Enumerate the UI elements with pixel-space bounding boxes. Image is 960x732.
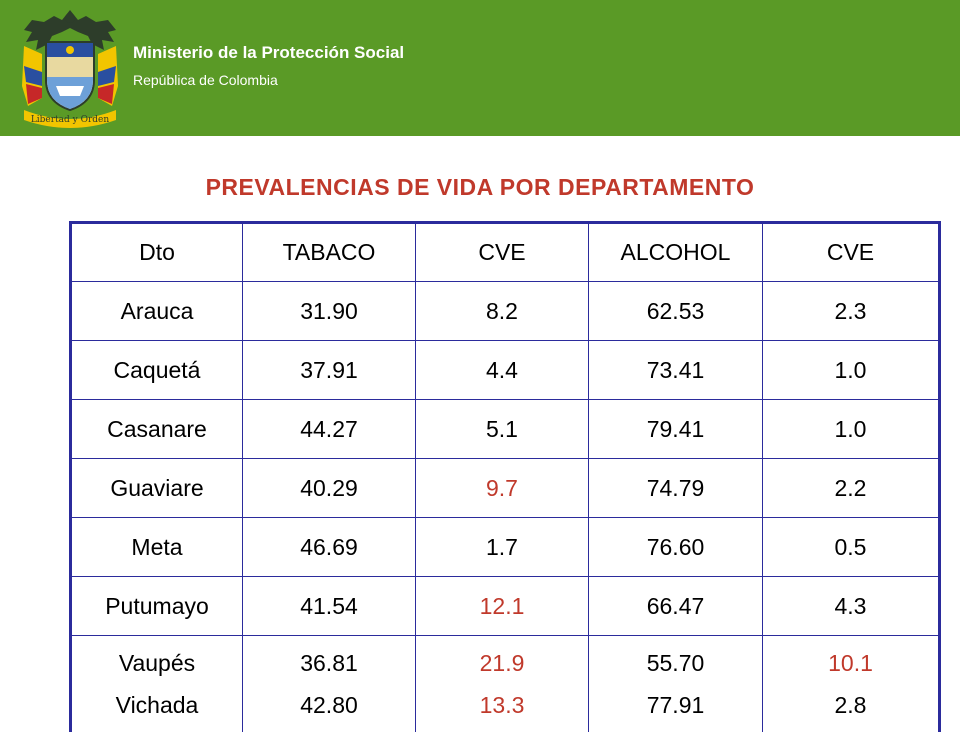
ministry-name: Ministerio de la Protección Social xyxy=(133,43,404,63)
table-cell: 40.29 xyxy=(243,459,416,518)
table-cell: 4.3 xyxy=(763,577,940,636)
prevalence-table: Dto TABACO CVE ALCOHOL CVE Arauca 31.90 … xyxy=(69,221,941,732)
table-cell: 2.2 xyxy=(763,459,940,518)
table-cell: 1.0 xyxy=(763,341,940,400)
table-cell: 74.79 xyxy=(589,459,763,518)
column-header: CVE xyxy=(763,223,940,282)
table-cell: 2.3 xyxy=(763,282,940,341)
column-header: ALCOHOL xyxy=(589,223,763,282)
table-cell: Casanare xyxy=(71,400,243,459)
table-cell: 73.41 xyxy=(589,341,763,400)
table-cell: 46.69 xyxy=(243,518,416,577)
cell-line: Vaupés xyxy=(72,642,242,684)
table-cell: 0.5 xyxy=(763,518,940,577)
table-cell: 41.54 xyxy=(243,577,416,636)
table-cell: Caquetá xyxy=(71,341,243,400)
table-cell: Vaupés Vichada xyxy=(71,636,243,732)
table-row: Arauca 31.90 8.2 62.53 2.3 xyxy=(71,282,940,341)
header-bar: Libertad y Orden Ministerio de la Protec… xyxy=(0,0,960,136)
table-row: Vaupés Vichada 36.81 42.80 21.9 13.3 55.… xyxy=(71,636,940,732)
table-cell: 55.70 77.91 xyxy=(589,636,763,732)
table-cell: 5.1 xyxy=(416,400,589,459)
table-cell: Guaviare xyxy=(71,459,243,518)
table-cell: 1.7 xyxy=(416,518,589,577)
table-cell-highlight: 12.1 xyxy=(416,577,589,636)
cell-line-highlight: 10.1 xyxy=(763,642,938,684)
table-row: Meta 46.69 1.7 76.60 0.5 xyxy=(71,518,940,577)
cell-line: 36.81 xyxy=(243,642,415,684)
colombia-coat-of-arms-icon: Libertad y Orden xyxy=(14,6,126,130)
table-row: Casanare 44.27 5.1 79.41 1.0 xyxy=(71,400,940,459)
table-cell: 37.91 xyxy=(243,341,416,400)
table-cell: 44.27 xyxy=(243,400,416,459)
page-title: PREVALENCIAS DE VIDA POR DEPARTAMENTO xyxy=(0,174,960,201)
column-header: TABACO xyxy=(243,223,416,282)
table-cell: Meta xyxy=(71,518,243,577)
table-cell: Arauca xyxy=(71,282,243,341)
table-cell: 79.41 xyxy=(589,400,763,459)
table-header-row: Dto TABACO CVE ALCOHOL CVE xyxy=(71,223,940,282)
crest-motto: Libertad y Orden xyxy=(31,115,110,125)
table-cell: 4.4 xyxy=(416,341,589,400)
table-cell: 31.90 xyxy=(243,282,416,341)
table-cell-highlight: 21.9 13.3 xyxy=(416,636,589,732)
republic-name: República de Colombia xyxy=(133,72,278,88)
table-cell: Putumayo xyxy=(71,577,243,636)
table-row: Putumayo 41.54 12.1 66.47 4.3 xyxy=(71,577,940,636)
table-cell: 66.47 xyxy=(589,577,763,636)
table-cell: 76.60 xyxy=(589,518,763,577)
table-cell: 36.81 42.80 xyxy=(243,636,416,732)
column-header: CVE xyxy=(416,223,589,282)
table-cell: 62.53 xyxy=(589,282,763,341)
table-cell-highlight: 9.7 xyxy=(416,459,589,518)
table-cell: 8.2 xyxy=(416,282,589,341)
table-cell: 1.0 xyxy=(763,400,940,459)
cell-line: 21.9 xyxy=(416,642,588,684)
table-row: Guaviare 40.29 9.7 74.79 2.2 xyxy=(71,459,940,518)
cell-line: 55.70 xyxy=(589,642,762,684)
column-header: Dto xyxy=(71,223,243,282)
table-row: Caquetá 37.91 4.4 73.41 1.0 xyxy=(71,341,940,400)
table-cell: 10.1 2.8 xyxy=(763,636,940,732)
